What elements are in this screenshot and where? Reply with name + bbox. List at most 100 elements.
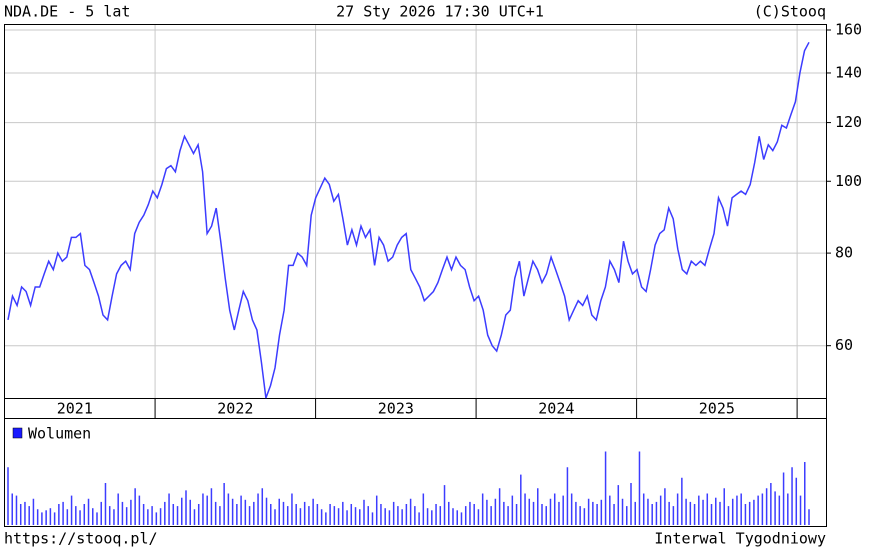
volume-bar bbox=[329, 504, 331, 525]
chart-title: NDA.DE - 5 lat bbox=[4, 3, 130, 21]
volume-bar bbox=[659, 495, 662, 525]
legend-swatch bbox=[12, 427, 23, 439]
volume-bar bbox=[45, 510, 47, 525]
volume-bar bbox=[592, 501, 594, 525]
volume-bar bbox=[392, 501, 395, 525]
volume-bar bbox=[147, 509, 149, 525]
volume-bar bbox=[181, 497, 183, 525]
volume-bar bbox=[354, 507, 357, 525]
volume-bar bbox=[647, 498, 649, 525]
x-tick-label: 2024 bbox=[538, 400, 574, 418]
volume-bar bbox=[770, 483, 772, 525]
volume-bar bbox=[799, 495, 802, 525]
volume-bar bbox=[371, 512, 374, 525]
volume-bar bbox=[685, 498, 687, 525]
volume-bar bbox=[507, 506, 509, 525]
volume-bar bbox=[346, 510, 348, 525]
volume-bar bbox=[41, 512, 43, 525]
volume-bar bbox=[524, 493, 526, 525]
footer-url[interactable]: https://stooq.pl/ bbox=[4, 530, 158, 548]
volume-bar bbox=[236, 504, 238, 525]
volume-bar bbox=[257, 493, 259, 525]
volume-bar bbox=[558, 501, 560, 525]
volume-bar bbox=[672, 506, 675, 525]
volume-bar bbox=[617, 485, 620, 525]
volume-bar bbox=[231, 498, 234, 525]
volume-bar bbox=[515, 504, 518, 525]
volume-bar bbox=[265, 497, 268, 525]
volume-bar bbox=[248, 506, 251, 525]
chart-source: (C)Stooq bbox=[754, 3, 826, 21]
volume-bar bbox=[587, 498, 590, 525]
volume-bar bbox=[804, 462, 806, 525]
x-tick-label: 2021 bbox=[57, 400, 93, 418]
volume-bar bbox=[159, 508, 162, 525]
y-tick-label: 160 bbox=[835, 20, 862, 38]
volume-bar bbox=[579, 506, 581, 525]
volume-bar bbox=[333, 506, 336, 525]
volume-bar bbox=[448, 501, 450, 525]
volume-bar bbox=[494, 498, 497, 525]
volume-bar bbox=[765, 488, 768, 525]
volume-bar bbox=[723, 488, 725, 525]
volume-bar bbox=[380, 504, 382, 525]
volume-bar bbox=[604, 451, 607, 525]
volume-bar bbox=[469, 501, 471, 525]
volume-bar bbox=[774, 491, 776, 525]
volume-bar bbox=[642, 493, 645, 525]
volume-bar bbox=[545, 506, 547, 525]
volume-bar bbox=[778, 495, 781, 525]
volume-bar bbox=[397, 506, 399, 525]
price-line bbox=[7, 41, 810, 399]
volume-bar bbox=[710, 504, 713, 525]
volume-bar bbox=[668, 501, 670, 525]
volume-bar bbox=[227, 493, 230, 525]
volume-bar bbox=[274, 509, 276, 525]
volume-bar bbox=[125, 507, 128, 525]
volume-bar bbox=[702, 499, 704, 525]
volume-bar bbox=[92, 508, 94, 525]
volume-bar bbox=[456, 510, 458, 525]
volume-frame bbox=[4, 418, 827, 527]
volume-bar bbox=[87, 498, 90, 525]
volume-bar bbox=[655, 501, 658, 525]
volume-bar bbox=[62, 501, 64, 525]
volume-bar bbox=[621, 498, 624, 525]
volume-bar bbox=[562, 495, 564, 525]
volume-bar bbox=[130, 499, 132, 525]
volume-bar bbox=[613, 504, 615, 525]
volume-bar bbox=[36, 509, 39, 525]
volume-bar bbox=[113, 509, 115, 525]
volume-bar bbox=[303, 501, 306, 525]
volume-bar bbox=[435, 504, 437, 525]
volume-bar bbox=[460, 512, 463, 525]
volume-bar bbox=[511, 495, 514, 525]
volume-bar bbox=[363, 499, 365, 525]
volume-bar bbox=[270, 504, 272, 525]
volume-bar bbox=[693, 504, 696, 525]
volume-bar bbox=[698, 495, 700, 525]
y-tick-label: 100 bbox=[835, 172, 862, 190]
volume-bar bbox=[197, 504, 200, 525]
volume-bar bbox=[414, 506, 416, 525]
volume-bar bbox=[210, 488, 213, 525]
volume-bar bbox=[706, 493, 709, 525]
volume-bar bbox=[219, 506, 221, 525]
volume-bar bbox=[295, 504, 297, 525]
volume-bar bbox=[736, 495, 738, 525]
volume-bar bbox=[151, 506, 153, 525]
volume-bar bbox=[49, 508, 52, 525]
volume-bar bbox=[537, 488, 539, 525]
y-tick-label: 60 bbox=[835, 336, 853, 354]
volume-bar bbox=[609, 495, 611, 525]
volume-bar bbox=[155, 512, 158, 525]
volume-bar bbox=[553, 493, 556, 525]
volume-bar bbox=[731, 498, 734, 525]
volume-bar bbox=[575, 501, 577, 525]
volume-bar bbox=[185, 490, 187, 525]
volume-bar bbox=[240, 495, 242, 525]
volume-bar bbox=[359, 509, 361, 525]
volume-bar bbox=[164, 501, 166, 525]
legend-label: Wolumen bbox=[28, 425, 91, 443]
